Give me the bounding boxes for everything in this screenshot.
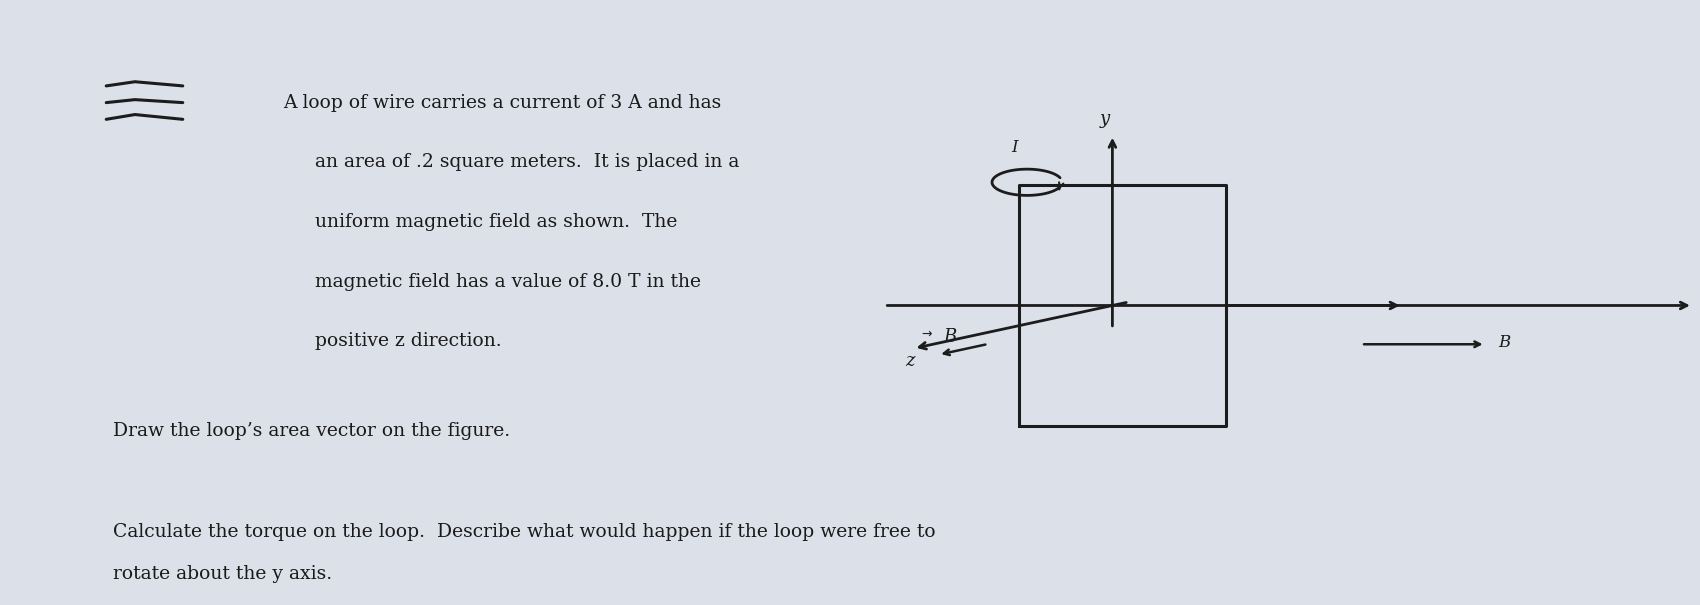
Text: I: I <box>1012 139 1018 157</box>
Text: positive z direction.: positive z direction. <box>314 332 502 350</box>
Text: an area of .2 square meters.  It is placed in a: an area of .2 square meters. It is place… <box>314 153 740 171</box>
Text: y: y <box>1100 110 1110 128</box>
Text: rotate about the y axis.: rotate about the y axis. <box>112 565 332 583</box>
Text: magnetic field has a value of 8.0 T in the: magnetic field has a value of 8.0 T in t… <box>314 273 700 290</box>
Text: z: z <box>906 352 915 370</box>
Text: →: → <box>921 328 932 341</box>
Text: uniform magnetic field as shown.  The: uniform magnetic field as shown. The <box>314 213 678 231</box>
Text: B: B <box>944 328 957 346</box>
Text: A loop of wire carries a current of 3 A and has: A loop of wire carries a current of 3 A … <box>284 94 721 111</box>
Text: Calculate the torque on the loop.  Describe what would happen if the loop were f: Calculate the torque on the loop. Descri… <box>112 523 935 541</box>
Text: B: B <box>1498 334 1511 352</box>
Text: Draw the loop’s area vector on the figure.: Draw the loop’s area vector on the figur… <box>112 422 510 440</box>
